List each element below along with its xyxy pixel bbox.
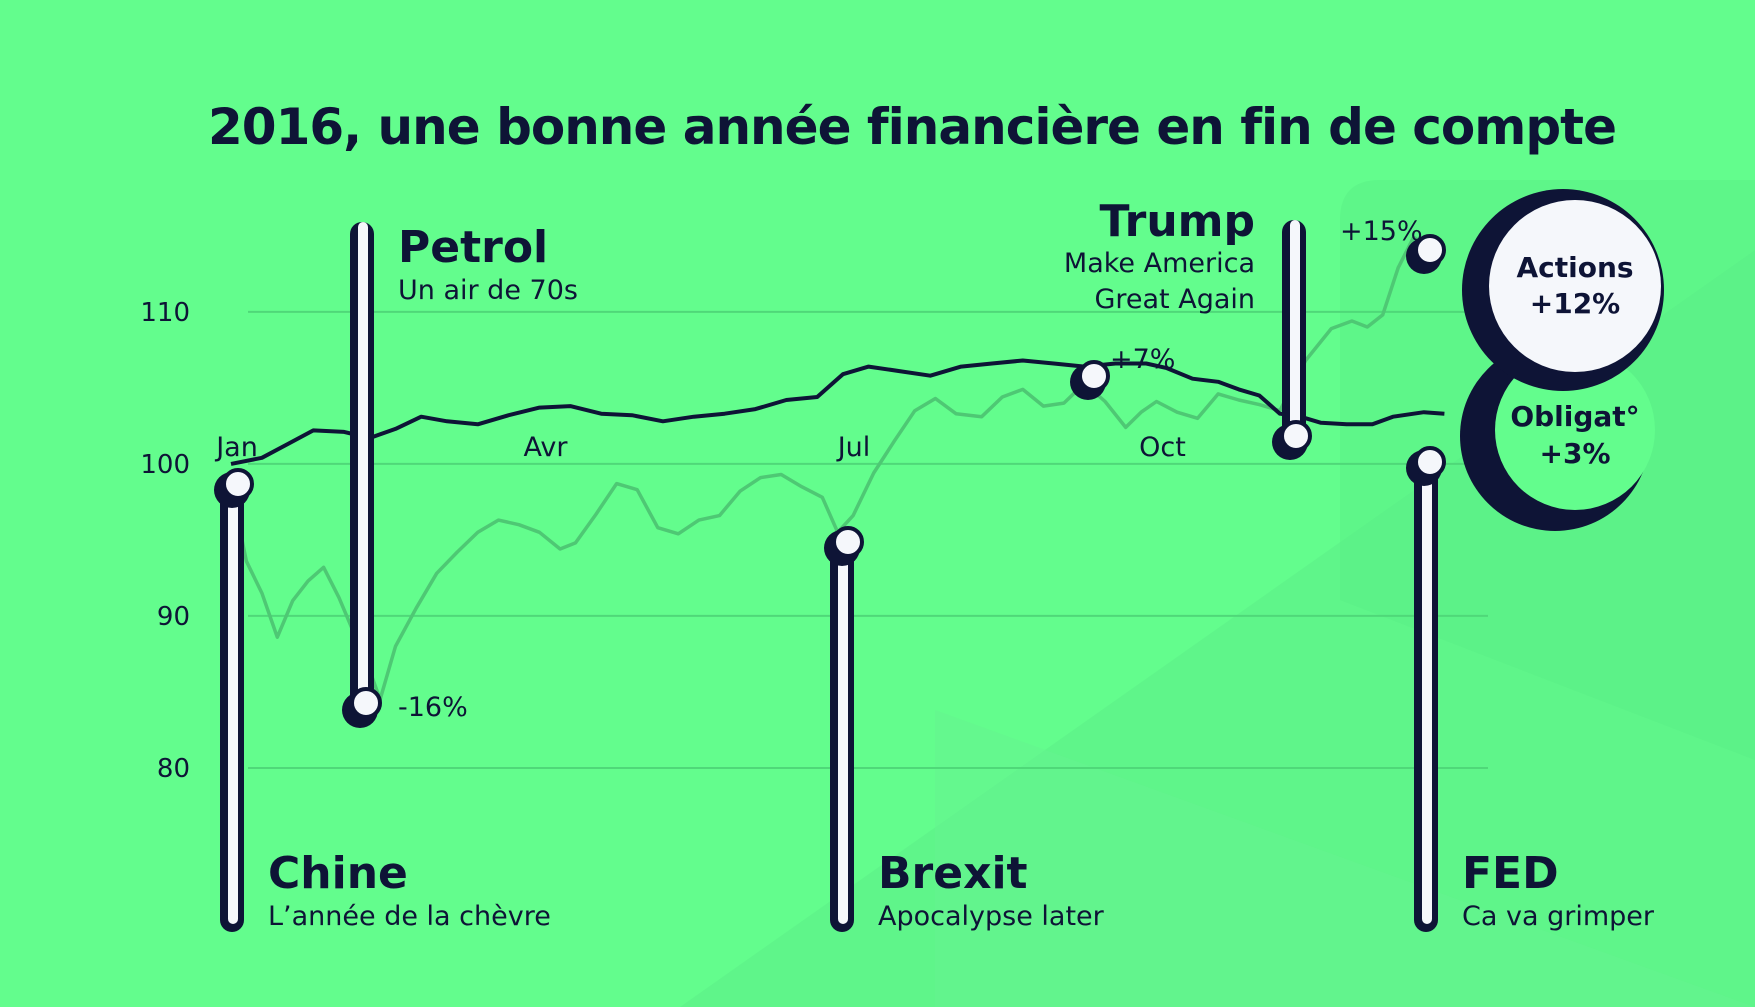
event-marker-petrol: Petrol Un air de 70s -16% <box>342 222 578 728</box>
event-subtitle-trump-line1: Make America <box>1064 248 1255 279</box>
event-subtitle-petrol: Un air de 70s <box>398 275 578 306</box>
obligations-bubble-name: Obligat° <box>1510 400 1639 433</box>
event-subtitle-trump-line2: Great Again <box>1094 284 1255 315</box>
obligations-bubble-value: +3% <box>1540 437 1611 470</box>
actions-bubble-value: +12% <box>1530 287 1620 320</box>
y-tick-label: 80 <box>157 754 190 784</box>
month-label-oct: Oct <box>1139 432 1186 463</box>
series-line-actions <box>229 235 1446 702</box>
y-tick-label: 90 <box>157 602 190 632</box>
y-tick-label: 100 <box>140 450 190 480</box>
event-marker-chine: Chine L’année de la chèvre <box>214 468 551 932</box>
grid-lines <box>248 310 1488 769</box>
event-marker-trump: Trump Make America Great Again <box>1064 196 1312 460</box>
event-subtitle-brexit: Apocalypse later <box>878 901 1105 932</box>
obligations-bubble: Obligat° +3% <box>1460 341 1655 531</box>
stocks-peak-marker: +15% <box>1340 216 1446 274</box>
stocks-peak-label: +15% <box>1340 216 1423 247</box>
actions-bubble-name: Actions <box>1516 251 1633 284</box>
bonds-peak-label: +7% <box>1110 344 1175 375</box>
event-title-chine: Chine <box>268 848 408 899</box>
event-title-petrol: Petrol <box>398 222 548 273</box>
event-subtitle-fed: Ca va grimper <box>1462 901 1655 932</box>
y-tick-label: 110 <box>140 298 190 328</box>
event-marker-fed: FED Ca va grimper <box>1406 446 1655 932</box>
event-marker-brexit: Brexit Apocalypse later <box>824 526 1105 932</box>
actions-bubble: Actions +12% <box>1462 189 1664 391</box>
y-axis-ticks: 80 90 100 110 <box>140 298 190 784</box>
bonds-peak-marker: +7% <box>1070 344 1175 400</box>
month-label-jul: Jul <box>836 432 871 463</box>
petrol-low-label: -16% <box>398 692 468 723</box>
series-line-obligations <box>230 358 1445 466</box>
chart-title: 2016, une bonne année financière en fin … <box>208 98 1616 156</box>
month-label-avr: Avr <box>524 432 569 463</box>
month-label-jan: Jan <box>214 432 258 463</box>
event-title-fed: FED <box>1462 848 1559 899</box>
event-subtitle-chine: L’année de la chèvre <box>268 901 551 932</box>
x-axis-month-labels: Jan Avr Jul Oct <box>214 432 1186 463</box>
event-title-trump: Trump <box>1099 196 1255 247</box>
event-title-brexit: Brexit <box>878 848 1028 899</box>
